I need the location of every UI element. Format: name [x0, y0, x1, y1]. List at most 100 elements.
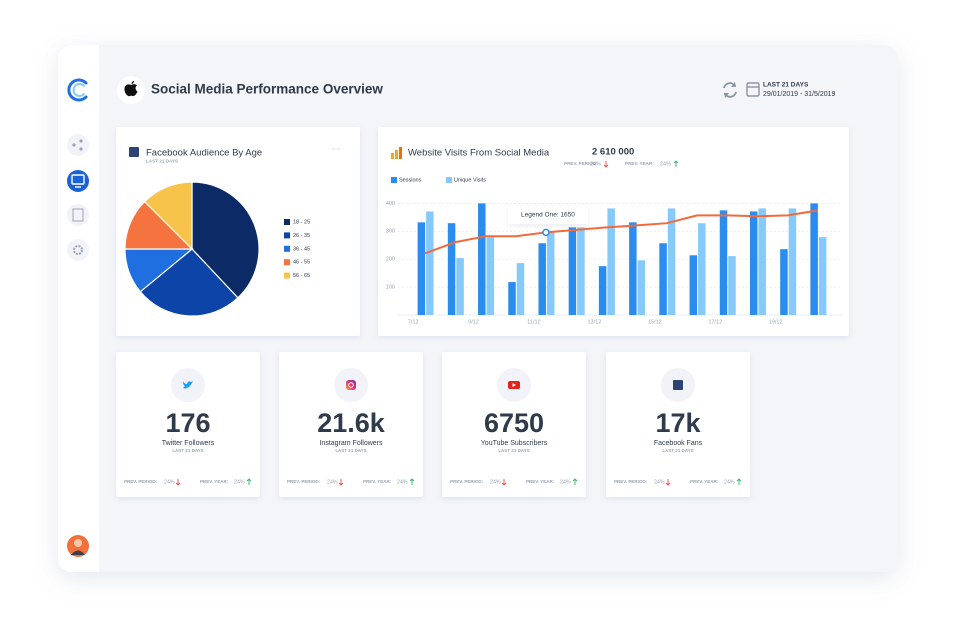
visits-total: 2 610 000 — [592, 147, 634, 158]
card-subtitle: LAST 21 DAYS — [146, 159, 178, 164]
legend-label: 56 - 65 — [293, 273, 310, 279]
card-title: Website Visits From Social Media — [408, 148, 550, 159]
bar — [508, 282, 516, 315]
bar — [607, 208, 615, 315]
comparison-label: PREV. PERIOD: — [124, 479, 158, 484]
legend-label: Sessions — [399, 177, 422, 183]
trend-arrow — [603, 161, 609, 168]
comparison-label: PREV. PERIOD: — [564, 161, 598, 166]
legend-swatch — [284, 245, 290, 252]
y-tick-label: 300 — [386, 229, 395, 235]
bar — [486, 237, 495, 315]
bar — [698, 223, 706, 315]
bar — [659, 243, 667, 315]
stat-period: LAST 21 DAYS — [662, 448, 693, 453]
x-tick-label: 7/12 — [408, 319, 419, 325]
sidebar — [67, 78, 89, 557]
comparison-value: 24% — [327, 479, 338, 485]
bar — [749, 211, 758, 315]
trend-arrow — [246, 478, 252, 485]
nav-settings[interactable] — [67, 239, 89, 261]
trend-arrow — [665, 479, 671, 486]
legend-swatch — [284, 259, 290, 266]
refresh-button[interactable] — [723, 82, 737, 98]
bar — [598, 266, 607, 315]
comparison-label: PREV. PERIOD: — [450, 479, 484, 484]
legend-label: Unique Visits — [454, 177, 486, 183]
card-background — [606, 352, 750, 497]
bar — [629, 222, 637, 315]
nav-icon — [79, 147, 83, 151]
stat-value: 21.6k — [317, 408, 386, 438]
bar — [788, 208, 797, 315]
trend-arrow — [338, 479, 344, 486]
pie-slice — [191, 181, 260, 299]
youtube-icon — [512, 383, 516, 387]
refresh-icon — [724, 82, 736, 98]
comparison-label: PREV. YEAR: — [690, 479, 719, 484]
analytics-icon — [391, 153, 394, 159]
card-background — [279, 352, 423, 497]
stat-value: 176 — [165, 408, 210, 438]
card-menu[interactable]: ··· — [332, 143, 341, 153]
comparison-value: 24% — [590, 161, 601, 167]
y-tick-label: 100 — [386, 285, 395, 291]
comparison-value: 24% — [654, 479, 665, 485]
analytics-icon — [399, 147, 402, 159]
nav-dashboard[interactable] — [67, 170, 89, 192]
y-tick-label: 400 — [386, 201, 395, 207]
nav-network[interactable] — [67, 134, 89, 156]
legend-label: 46 - 55 — [293, 260, 310, 266]
bar — [538, 243, 546, 315]
logo-inner — [72, 83, 85, 97]
stat-label: Twitter Followers — [162, 440, 215, 447]
nav-icon — [73, 245, 83, 255]
calendar-icon — [746, 82, 760, 97]
x-tick-label: 13/12 — [588, 319, 602, 325]
comparison-value: 24% — [164, 479, 175, 485]
stat-period: LAST 21 DAYS — [335, 448, 366, 453]
x-tick-label: 17/12 — [708, 319, 722, 325]
comparison-label: PREV. PERIOD: — [614, 479, 648, 484]
bar — [689, 255, 698, 315]
y-tick-label: 200 — [386, 257, 395, 263]
x-tick-label: 15/12 — [648, 319, 662, 325]
visits-chart: PREV. PERIOD:24% PREV. YEAR: 24%1002003004… — [386, 160, 842, 325]
x-tick-label: 11/12 — [527, 319, 540, 325]
x-tick-label: 19/12 — [769, 319, 783, 325]
trend-arrow — [673, 160, 679, 167]
legend-label: 26 - 35 — [293, 233, 310, 239]
legend-swatch — [446, 177, 452, 183]
avatar-face — [74, 539, 82, 547]
tooltip-point — [542, 228, 550, 237]
date-range: 29/01/2019 - 31/5/2019 — [763, 91, 836, 98]
comparison-label: PREV. YEAR: — [363, 479, 392, 484]
date-picker[interactable]: LAST 21 DAYS 29/01/2019 - 31/5/2019 — [746, 82, 836, 98]
date-range-label: LAST 21 DAYS — [763, 82, 809, 89]
tooltip-text: Legend One: 1650 — [521, 212, 575, 219]
trend-arrow — [501, 479, 507, 486]
stat-value: 6750 — [484, 408, 544, 438]
nav-reports[interactable] — [67, 204, 89, 226]
stat-label: YouTube Subscribers — [481, 440, 548, 447]
stat-cards: 176 Twitter Followers LAST 21 DAYS PREV. PE… — [116, 352, 750, 497]
trend-arrow — [175, 479, 181, 486]
x-tick-label: 9/12 — [468, 319, 479, 325]
comparison-label: PREV. YEAR: — [526, 479, 555, 484]
bar — [568, 227, 577, 315]
legend-swatch — [391, 177, 397, 183]
comparison-label: PREV. YEAR: — [200, 479, 229, 484]
bar — [667, 208, 676, 315]
comparison-value: 24% — [560, 479, 571, 485]
facebook-icon — [129, 147, 139, 157]
facebook-icon — [673, 380, 683, 390]
tooltip — [507, 205, 588, 224]
comparison-value: 24% — [234, 479, 245, 485]
bar — [577, 227, 585, 315]
twitter-icon — [183, 381, 193, 389]
instagram-icon — [348, 382, 354, 388]
card-background — [116, 352, 260, 497]
